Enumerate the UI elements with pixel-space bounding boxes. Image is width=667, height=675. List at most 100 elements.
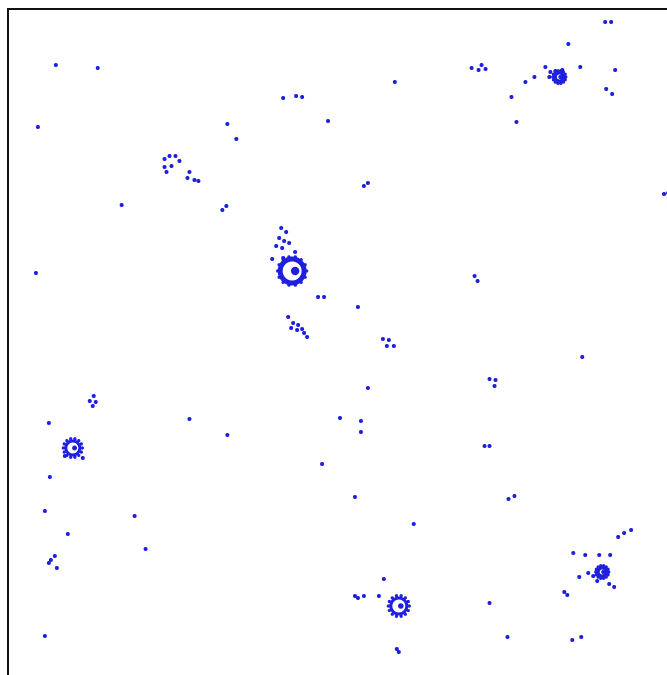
scatter-point [302,331,307,335]
scatter-point [577,575,582,579]
scatter-point [381,577,386,581]
scatter-point [80,446,84,450]
scatter-point [291,321,296,325]
scatter-point [355,305,360,309]
scatter-point [387,599,391,604]
scatter-point [42,634,47,638]
scatter-point [403,596,407,600]
scatter-point [277,275,281,279]
scatter-point [492,384,497,388]
scatter-point [563,72,567,76]
scatter-point [164,170,169,174]
scatter-point [629,528,634,532]
scatter-point [391,344,396,348]
scatter-point [93,400,98,404]
scatter-point [162,165,167,169]
plot-area [7,8,667,675]
scatter-point [479,63,484,67]
scatter-point [390,596,394,600]
scatter-point [365,386,370,390]
scatter-point [580,355,585,359]
scatter-point [293,250,298,254]
scatter-point [595,579,600,583]
scatter-point [561,80,565,84]
scatter-point [566,42,571,46]
scatter-point [392,80,397,84]
scatter-point [169,164,174,168]
scatter-point [594,573,598,577]
scatter-point [352,495,357,499]
scatter-point [547,75,552,79]
scatter-point [483,67,488,71]
scatter-point [394,614,399,618]
scatter-point [284,230,289,234]
scatter-point [551,78,556,82]
scatter-point [616,535,621,539]
scatter-point [185,176,190,180]
scatter-point [578,65,583,69]
scatter-point [387,608,391,613]
scatter-point [48,558,53,562]
scatter-point [482,444,487,448]
scatter-point [274,244,279,248]
scatter-point [293,283,297,287]
point-cluster-core [290,266,300,276]
scatter-point [196,179,201,183]
scatter-point [553,80,557,84]
scatter-point [277,263,281,267]
scatter-point [599,576,603,580]
scatter-point [62,442,66,446]
scatter-point [607,570,611,574]
scatter-point [220,208,225,212]
scatter-point [597,553,602,557]
point-cluster-ring [277,256,307,286]
scatter-point [556,69,560,73]
scatter-point [303,275,307,279]
scatter-point [514,120,519,124]
scatter-point [225,433,230,437]
scatter-point [326,119,331,123]
scatter-point [303,263,307,267]
scatter-point [225,122,230,126]
scatter-point [472,274,477,278]
scatter-point [523,80,528,84]
point-cluster-core [558,75,563,79]
scatter-point [80,456,85,460]
scatter-point [281,258,285,262]
scatter-point [53,63,58,67]
scatter-point [293,255,297,259]
scatter-point [305,335,310,339]
scatter-point [300,95,305,99]
scatter-point [95,66,100,70]
scatter-point [487,444,492,448]
scatter-point [606,567,610,571]
scatter-point [77,438,81,443]
scatter-point [361,594,366,598]
scatter-point [281,96,286,100]
scatter-point [46,561,51,565]
scatter-point [280,246,285,250]
scatter-point [173,154,178,158]
scatter-point [316,295,321,299]
scatter-point [506,497,511,501]
scatter-point [559,69,563,73]
scatter-point [234,137,239,141]
scatter-point [505,635,510,639]
scatter-point [73,437,77,441]
scatter-point [46,421,51,425]
scatter-point [73,455,77,459]
scatter-point [599,564,603,568]
scatter-point [602,576,606,580]
scatter-point [403,612,407,616]
scatter-point [532,75,537,79]
scatter-point [604,575,608,579]
scatter-point [52,554,57,558]
point-cluster-core [601,570,606,574]
scatter-point [591,574,596,578]
scatter-point [604,565,608,569]
scatter-point [386,604,390,608]
scatter-point [87,399,92,403]
scatter-point [287,283,291,287]
scatter-point [177,159,182,163]
scatter-point [406,599,410,604]
